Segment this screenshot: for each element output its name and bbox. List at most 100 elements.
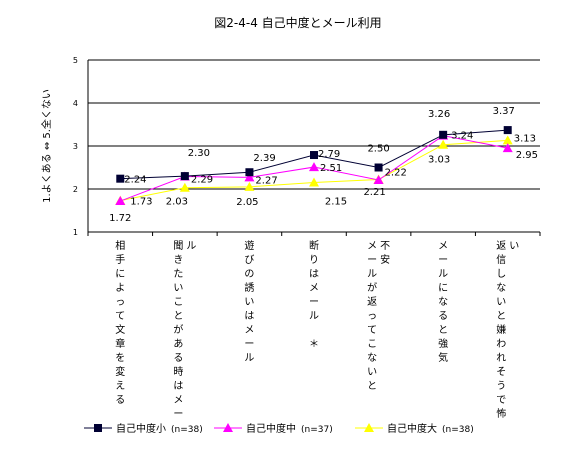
x-tick-char [309, 325, 319, 336]
x-tick-char: 相 [115, 239, 125, 252]
legend-item: 自己中度小 (n=38) [84, 422, 203, 435]
y-tick-label: 4 [73, 99, 78, 108]
data-label: 2.24 [124, 175, 146, 186]
chart-title: 図2-4-4 自己中度とメール利用 [214, 15, 381, 30]
legend-n: (n=37) [301, 425, 333, 435]
legend-label: 自己中度小 [116, 422, 166, 435]
series-0 [116, 126, 512, 183]
x-tick-char: を [115, 352, 125, 364]
x-tick-char: て [367, 325, 377, 336]
legend-item: 自己中度中 (n=37) [214, 422, 333, 435]
x-tick-char: な [438, 296, 448, 308]
x-tick-char: な [496, 282, 506, 294]
x-tick-char: ル [244, 353, 254, 364]
x-tick-char: 手 [115, 253, 125, 266]
x-tick-char: 章 [115, 337, 125, 350]
x-tick-char: え [115, 380, 125, 392]
x-tick-char: 強 [438, 337, 448, 350]
x-tick-char: れ [496, 352, 506, 364]
x-tick-char: ー [438, 255, 448, 266]
x-tick-char: 返 [367, 296, 377, 308]
legend-item: 自己中度大 (n=38) [355, 422, 474, 435]
data-point [309, 162, 319, 172]
x-tick-char: い [509, 241, 519, 252]
data-label: 2.15 [325, 197, 347, 208]
data-point [438, 139, 449, 149]
data-point [244, 172, 255, 182]
x-tick-char: る [173, 352, 183, 364]
x-tick-char: わ [496, 338, 506, 350]
legend-marker [94, 424, 102, 432]
data-label: 2.79 [318, 149, 340, 160]
x-tick-char: こ [173, 297, 183, 308]
data-label: 2.22 [385, 168, 407, 179]
y-tick-label: 2 [73, 185, 78, 194]
x-tick-char: 断 [309, 239, 319, 252]
x-tick-char: の [244, 269, 254, 280]
data-label: 1.72 [109, 213, 131, 224]
x-tick-char: メ [244, 325, 254, 336]
x-tick-char: 嫌 [496, 323, 506, 336]
data-point [180, 172, 189, 181]
y-tick-labels: 1 2 3 4 5 [73, 56, 78, 237]
data-label: 3.03 [428, 155, 450, 166]
y-axis-title-group: 1.よくある ⇔ 5.全くない [40, 89, 53, 203]
x-tick-char: が [173, 323, 183, 336]
data-label: 2.50 [367, 144, 389, 155]
y-tick-label: 1 [73, 228, 78, 237]
x-tick-char: 時 [173, 366, 183, 378]
gridlines [88, 59, 540, 190]
x-tick-char: 変 [115, 365, 125, 378]
x-tick-char: に [438, 282, 448, 294]
x-tick-char: ル [367, 269, 377, 280]
x-tick-char: ＊ [309, 339, 319, 350]
data-label: 1.73 [130, 197, 152, 208]
x-tick-char: と [173, 310, 183, 322]
x-tick-char: と [367, 380, 377, 392]
data-point [503, 126, 512, 135]
x-tick-char: 怖 [496, 407, 506, 420]
data-label: 2.27 [255, 175, 277, 186]
x-tick-char: っ [367, 311, 377, 322]
x-tick-char: ー [244, 339, 254, 350]
legend-marker [223, 423, 233, 432]
y-tick-label: 5 [73, 56, 78, 65]
data-point [502, 135, 513, 145]
x-tick-char: き [173, 254, 183, 266]
x-tick-char: で [496, 395, 506, 406]
x-tick-char: 返 [496, 240, 506, 252]
data-point [244, 181, 255, 191]
legend-label: 自己中度大 [387, 422, 437, 435]
series-layer [115, 126, 513, 206]
x-tick-char: は [244, 310, 254, 322]
data-label: 3.26 [428, 109, 450, 120]
axes [87, 60, 541, 236]
x-tick-char: そ [496, 366, 506, 378]
x-tick-char: て [115, 311, 125, 322]
x-tick-char: 安 [380, 253, 390, 266]
legend: 自己中度小 (n=38) 自己中度中 (n=37) 自己中度大 (n=38) [84, 422, 474, 435]
data-label: 2.21 [363, 187, 385, 198]
legend-marker [364, 423, 374, 432]
x-tick-char: 聞 [173, 240, 183, 252]
x-tick-char: い [244, 297, 254, 308]
x-tick-char: メ [309, 283, 319, 294]
x-tick-char: ー [309, 297, 319, 308]
data-point [309, 177, 319, 187]
data-point [179, 182, 190, 192]
x-tick-char: 信 [496, 254, 506, 266]
x-tick-char: ル [309, 311, 319, 322]
x-tick-char: い [496, 297, 506, 308]
y-tick-label: 3 [73, 142, 78, 151]
x-tick-char: い [367, 367, 377, 378]
data-label: 2.05 [236, 197, 258, 208]
data-point [115, 196, 126, 206]
data-point [245, 168, 254, 177]
data-label: 2.29 [191, 175, 213, 186]
